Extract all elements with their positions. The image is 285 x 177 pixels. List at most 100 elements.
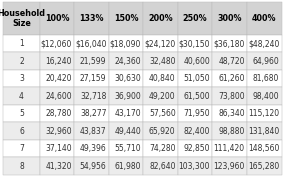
Bar xyxy=(109,35,143,52)
Text: 43,837: 43,837 xyxy=(80,127,107,136)
Bar xyxy=(109,52,143,70)
Bar xyxy=(247,122,282,140)
Bar xyxy=(40,122,74,140)
Text: 54,956: 54,956 xyxy=(80,162,107,171)
Text: 133%: 133% xyxy=(79,14,104,23)
Bar xyxy=(3,140,40,157)
Bar xyxy=(40,105,74,122)
Text: 111,420: 111,420 xyxy=(214,144,245,153)
Bar xyxy=(247,157,282,175)
Text: 250%: 250% xyxy=(183,14,207,23)
Text: 400%: 400% xyxy=(252,14,276,23)
Bar xyxy=(3,122,40,140)
Text: 131,840: 131,840 xyxy=(248,127,279,136)
Text: 8: 8 xyxy=(19,162,24,171)
Text: 51,050: 51,050 xyxy=(184,74,210,83)
Bar xyxy=(109,140,143,157)
Text: 37,140: 37,140 xyxy=(45,144,72,153)
Bar xyxy=(247,52,282,70)
Bar xyxy=(178,2,212,35)
Text: 73,800: 73,800 xyxy=(218,92,245,101)
Bar xyxy=(109,87,143,105)
Bar xyxy=(109,122,143,140)
Bar xyxy=(74,157,109,175)
Text: 86,340: 86,340 xyxy=(218,109,245,118)
Text: 61,500: 61,500 xyxy=(184,92,210,101)
Text: 40,840: 40,840 xyxy=(149,74,176,83)
Text: 40,600: 40,600 xyxy=(184,57,210,66)
Bar xyxy=(247,105,282,122)
Text: 64,960: 64,960 xyxy=(253,57,279,66)
Bar xyxy=(3,35,40,52)
Bar xyxy=(143,2,178,35)
Text: 4: 4 xyxy=(19,92,24,101)
Text: 150%: 150% xyxy=(114,14,138,23)
Bar xyxy=(143,35,178,52)
Text: 200%: 200% xyxy=(148,14,173,23)
Text: 32,480: 32,480 xyxy=(149,57,176,66)
Bar xyxy=(74,105,109,122)
Text: 82,400: 82,400 xyxy=(184,127,210,136)
Bar xyxy=(247,2,282,35)
Text: 115,120: 115,120 xyxy=(248,109,279,118)
Text: 27,159: 27,159 xyxy=(80,74,107,83)
Text: 123,960: 123,960 xyxy=(213,162,245,171)
Bar xyxy=(247,70,282,87)
Bar xyxy=(3,105,40,122)
Text: $18,090: $18,090 xyxy=(110,39,141,48)
Text: $12,060: $12,060 xyxy=(40,39,72,48)
Bar xyxy=(3,157,40,175)
Bar xyxy=(143,140,178,157)
Text: 71,950: 71,950 xyxy=(184,109,210,118)
Text: 32,960: 32,960 xyxy=(45,127,72,136)
Text: 55,710: 55,710 xyxy=(115,144,141,153)
Text: 74,280: 74,280 xyxy=(149,144,176,153)
Bar xyxy=(178,105,212,122)
Text: $48,240: $48,240 xyxy=(248,39,279,48)
Text: 103,300: 103,300 xyxy=(179,162,210,171)
Text: 36,900: 36,900 xyxy=(114,92,141,101)
Bar xyxy=(74,140,109,157)
Bar xyxy=(109,70,143,87)
Bar xyxy=(178,140,212,157)
Text: 24,360: 24,360 xyxy=(115,57,141,66)
Text: 92,850: 92,850 xyxy=(184,144,210,153)
Text: 65,920: 65,920 xyxy=(149,127,176,136)
Bar xyxy=(178,122,212,140)
Bar xyxy=(3,2,40,35)
Text: $36,180: $36,180 xyxy=(213,39,245,48)
Bar xyxy=(247,140,282,157)
Text: 100%: 100% xyxy=(45,14,69,23)
Bar xyxy=(74,2,109,35)
Bar xyxy=(178,35,212,52)
Text: 49,440: 49,440 xyxy=(114,127,141,136)
Bar xyxy=(178,87,212,105)
Text: 49,200: 49,200 xyxy=(149,92,176,101)
Text: 98,880: 98,880 xyxy=(218,127,245,136)
Text: 98,400: 98,400 xyxy=(253,92,279,101)
Text: 6: 6 xyxy=(19,127,24,136)
Bar xyxy=(40,157,74,175)
Text: 3: 3 xyxy=(19,74,24,83)
Text: 61,980: 61,980 xyxy=(115,162,141,171)
Bar xyxy=(74,70,109,87)
Text: 300%: 300% xyxy=(217,14,242,23)
Bar xyxy=(143,157,178,175)
Bar xyxy=(212,52,247,70)
Bar xyxy=(3,52,40,70)
Text: 7: 7 xyxy=(19,144,24,153)
Bar xyxy=(40,140,74,157)
Text: 48,720: 48,720 xyxy=(218,57,245,66)
Text: 28,780: 28,780 xyxy=(46,109,72,118)
Bar xyxy=(74,35,109,52)
Bar xyxy=(212,122,247,140)
Text: 1: 1 xyxy=(19,39,24,48)
Bar xyxy=(143,70,178,87)
Text: 61,260: 61,260 xyxy=(218,74,245,83)
Text: 81,680: 81,680 xyxy=(253,74,279,83)
Text: 32,718: 32,718 xyxy=(80,92,107,101)
Text: Household
Size: Household Size xyxy=(0,9,46,28)
Bar xyxy=(212,157,247,175)
Bar xyxy=(212,87,247,105)
Text: 30,630: 30,630 xyxy=(114,74,141,83)
